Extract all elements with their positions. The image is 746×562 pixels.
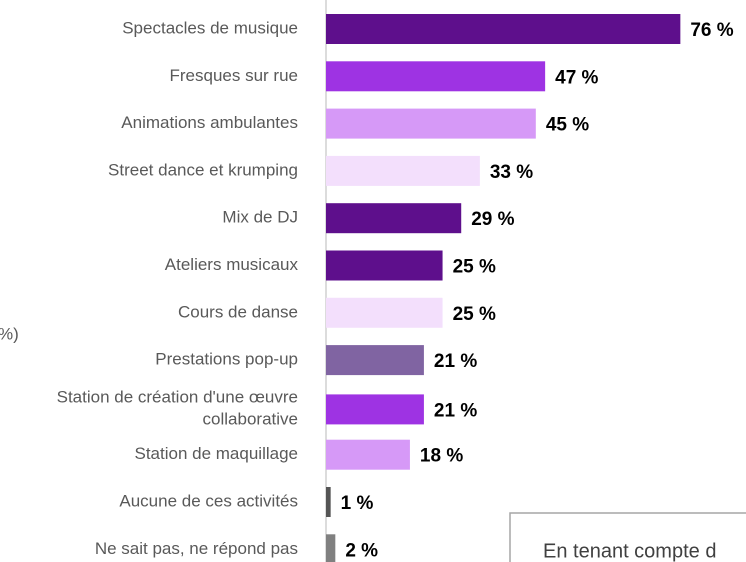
category-label: Animations ambulantes bbox=[121, 113, 298, 132]
category-label: Mix de DJ bbox=[222, 208, 298, 227]
category-label: Station de création d'une œuvre collabora… bbox=[57, 388, 298, 429]
bar bbox=[326, 108, 536, 139]
value-label: 47 % bbox=[555, 67, 598, 88]
category-label: Street dance et krumping bbox=[108, 160, 298, 179]
category-label: Ateliers musicaux bbox=[165, 255, 299, 274]
annotation: %) bbox=[0, 324, 19, 343]
value-label: 76 % bbox=[690, 20, 733, 41]
category-label: Aucune de ces activités bbox=[119, 491, 298, 510]
bar bbox=[326, 14, 681, 44]
category-label: Fresques sur rue bbox=[170, 66, 299, 85]
bar bbox=[326, 345, 424, 376]
bar bbox=[326, 534, 336, 562]
bar bbox=[326, 155, 480, 186]
bar bbox=[326, 394, 424, 425]
bar bbox=[326, 250, 443, 281]
value-label: 25 % bbox=[453, 304, 496, 325]
bar bbox=[326, 487, 331, 517]
value-label: 29 % bbox=[471, 209, 514, 230]
category-label: Prestations pop-up bbox=[155, 350, 298, 369]
value-label: 45 % bbox=[546, 115, 589, 136]
value-label: 2 % bbox=[345, 540, 378, 561]
annotation: En tenant compte d bbox=[543, 540, 716, 562]
value-label: 21 % bbox=[434, 400, 477, 421]
value-label: 33 % bbox=[490, 162, 533, 183]
category-label: Station de maquillage bbox=[134, 444, 298, 463]
category-label: Spectacles de musique bbox=[122, 18, 298, 37]
category-label: Cours de danse bbox=[178, 302, 298, 321]
bar bbox=[326, 61, 546, 92]
value-label: 1 % bbox=[341, 493, 374, 514]
value-label: 21 % bbox=[434, 351, 477, 372]
note-box bbox=[509, 512, 746, 562]
bar bbox=[326, 297, 443, 328]
value-label: 25 % bbox=[453, 257, 496, 278]
bar bbox=[326, 439, 410, 470]
category-label: Ne sait pas, ne répond pas bbox=[95, 539, 298, 558]
value-label: 18 % bbox=[420, 446, 463, 467]
bar bbox=[326, 203, 462, 234]
